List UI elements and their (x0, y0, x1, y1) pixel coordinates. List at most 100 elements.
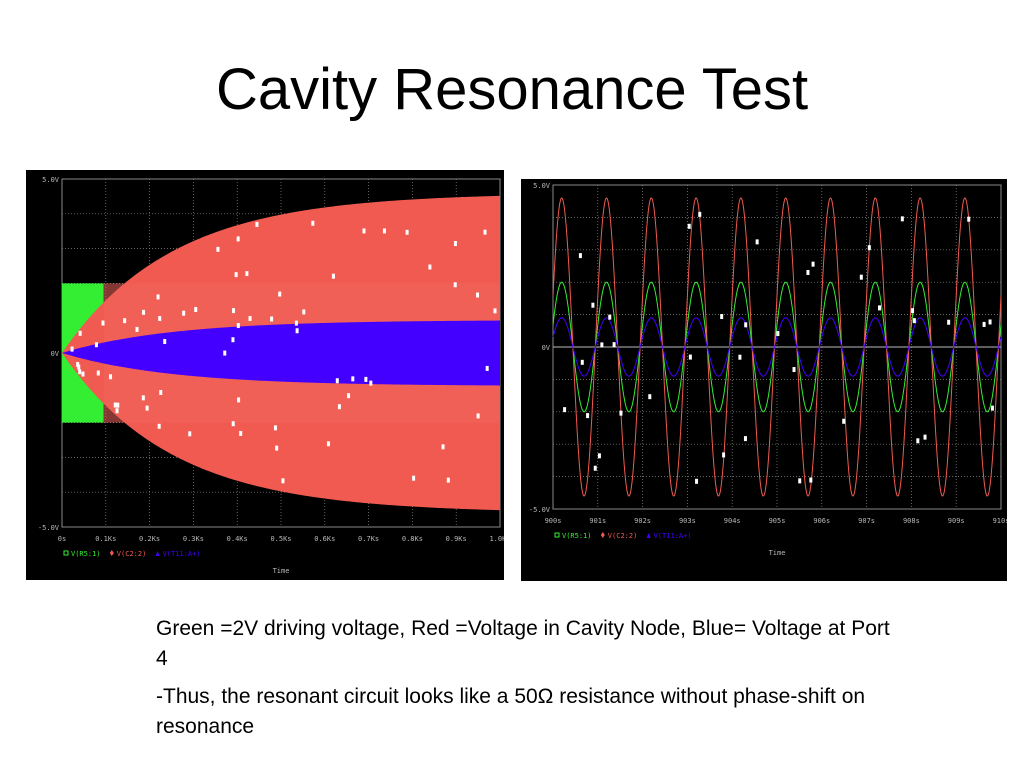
trace-marker (580, 359, 584, 365)
trace-marker (967, 216, 971, 222)
trace-marker (270, 316, 274, 322)
x-tick-label: 904s (724, 517, 741, 525)
x-tick-label: 901s (589, 517, 606, 525)
trace-marker (273, 425, 277, 431)
trace-marker (141, 395, 145, 401)
trace-marker (867, 245, 871, 251)
x-tick-label: 900s (545, 517, 562, 525)
x-tick-label: 0.6Ks (314, 535, 335, 543)
caption: Green =2V driving voltage, Red =Voltage … (156, 614, 896, 750)
trace-marker (695, 478, 699, 484)
left-chart: 5.0V 0V -5.0V 0s 0.1Ks 0.2Ks 0.3Ks 0.4Ks 0.5Ks 0.… (38, 176, 504, 575)
x-tick-label: 0s (58, 535, 66, 543)
x-tick-label: 0.9Ks (446, 535, 467, 543)
trace-marker (405, 229, 409, 235)
legend-marker (63, 550, 69, 556)
trace-marker (94, 342, 98, 348)
trace-marker (156, 294, 160, 300)
trace-marker (811, 261, 815, 267)
legend-marker (554, 532, 560, 538)
left-chart-panel: 5.0V 0V -5.0V 0s 0.1Ks 0.2Ks 0.3Ks 0.4Ks 0.5Ks 0.… (26, 170, 504, 580)
right-chart: 5.0V 0V -5.0V 900s 901s 902s 903s 904s 905s 906s 9… (529, 182, 1007, 557)
trace-marker (648, 394, 652, 400)
trace-marker (182, 310, 186, 316)
trace-marker (77, 364, 81, 370)
trace-marker (900, 216, 904, 222)
x-tick-label: 0.3Ks (183, 535, 204, 543)
legend-label: V(R5:1) (562, 532, 592, 540)
x-tick-label: 902s (634, 517, 651, 525)
trace-marker (493, 308, 497, 314)
trace-marker (351, 376, 355, 382)
trace-marker (369, 380, 373, 386)
y-tick-label: 0V (51, 350, 60, 358)
trace-marker (236, 236, 240, 242)
trace-marker (485, 365, 489, 371)
legend-marker (109, 550, 114, 556)
x-tick-label: 0.1Ks (95, 535, 116, 543)
trace-marker (990, 405, 994, 411)
trace-marker (347, 393, 351, 399)
x-tick-label: 1.0Ks (489, 535, 504, 543)
trace-marker (216, 246, 220, 252)
trace-marker (335, 378, 339, 384)
trace-marker (115, 408, 119, 414)
trace-marker (239, 430, 243, 436)
trace-marker (331, 273, 335, 279)
trace-marker (806, 269, 810, 275)
trace-marker (923, 434, 927, 440)
trace-marker (275, 445, 279, 451)
trace-marker (947, 319, 951, 325)
trace-marker (245, 271, 249, 277)
trace-marker (163, 338, 167, 344)
legend-label: V(T11:A+) (654, 532, 692, 540)
trace-marker (145, 405, 149, 411)
trace-marker (194, 306, 198, 312)
trace-marker (364, 376, 368, 382)
trace-marker (78, 369, 82, 375)
trace-marker (619, 410, 623, 416)
trace-marker (591, 302, 595, 308)
trace-marker (158, 316, 162, 322)
trace-marker (612, 342, 616, 348)
trace-marker (738, 354, 742, 360)
trace-marker (453, 241, 457, 247)
trace-marker (70, 346, 74, 352)
trace-marker (96, 370, 100, 376)
trace-marker (159, 389, 163, 395)
trace-marker (755, 239, 759, 245)
x-tick-label: 908s (903, 517, 920, 525)
trace-marker (135, 326, 139, 332)
trace-marker (687, 223, 691, 229)
legend-label: V(C2:2) (608, 532, 638, 540)
trace-marker (81, 371, 85, 377)
caption-line-2: -Thus, the resonant circuit looks like a… (156, 685, 866, 738)
legend-marker (600, 532, 605, 538)
trace-marker (157, 423, 161, 429)
trace-marker (248, 316, 252, 322)
trace-marker (842, 418, 846, 424)
trace-marker (412, 475, 416, 481)
legend-label: V(C2:2) (117, 550, 147, 558)
trace-marker (776, 331, 780, 337)
slide-title: Cavity Resonance Test (215, 57, 809, 122)
trace-marker (223, 350, 227, 356)
trace-marker (231, 421, 235, 427)
trace-marker (362, 228, 366, 234)
trace-marker (109, 374, 113, 380)
trace-marker (744, 322, 748, 328)
trace-marker (982, 321, 986, 327)
x-tick-label: 909s (948, 517, 965, 525)
right-chart-panel: 5.0V 0V -5.0V 900s 901s 902s 903s 904s 905s 906s 9… (521, 179, 1007, 581)
trace-marker (578, 253, 582, 259)
trace-marker (453, 282, 457, 288)
trace-marker (859, 274, 863, 280)
y-tick-label: 0V (542, 344, 551, 352)
trace-marker (326, 441, 330, 447)
x-tick-label: 905s (769, 517, 786, 525)
trace-marker (382, 228, 386, 234)
trace-marker (237, 397, 241, 403)
trace-marker (743, 436, 747, 442)
x-tick-label: 903s (679, 517, 696, 525)
trace-marker (446, 477, 450, 483)
